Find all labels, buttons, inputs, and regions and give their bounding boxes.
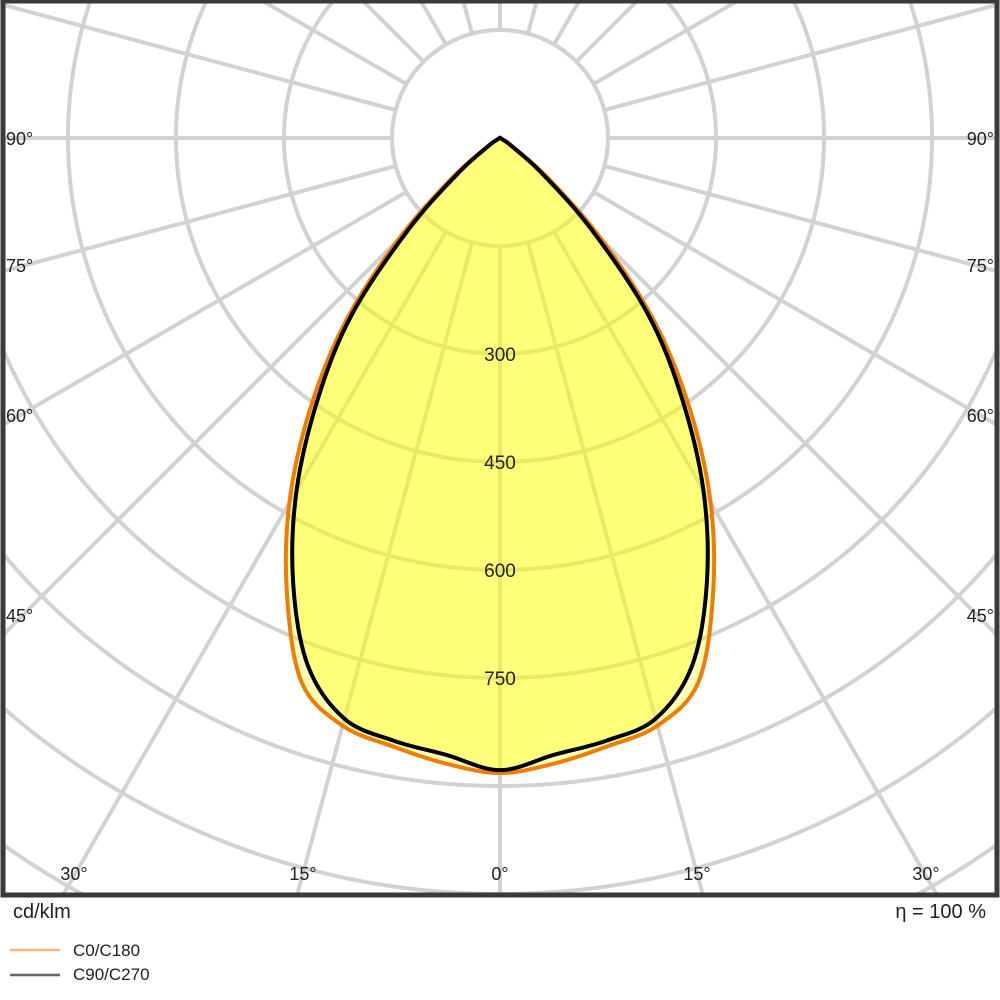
grid-radial-line <box>295 241 474 896</box>
area-c90-c270 <box>292 137 708 771</box>
angle-label-left: 45° <box>6 606 33 626</box>
radial-tick-labels: 300 450 600 750 <box>484 345 516 690</box>
grid-radial-line <box>603 164 997 273</box>
radial-tick-label: 600 <box>484 561 516 582</box>
angle-label-bottom: 30° <box>912 864 939 884</box>
grid-radial-line <box>574 0 638 64</box>
grid-radial-line <box>461 1 474 35</box>
legend: C0/C180 C90/C270 <box>10 941 150 984</box>
chart-frame <box>0 0 1000 898</box>
grid-ring <box>2 554 998 788</box>
grid-radial-line <box>362 0 426 64</box>
angle-label-bottom: 30° <box>60 864 87 884</box>
angle-label-right: 60° <box>967 406 994 426</box>
grid-radial-line <box>592 0 737 86</box>
series-line-c90-c270 <box>290 135 710 773</box>
angle-label-bottom: 0° <box>491 864 508 884</box>
grid-radial-line <box>3 164 397 273</box>
grid-radial-line <box>526 1 539 35</box>
grid-radial-line <box>552 0 581 46</box>
grid-ring <box>2 350 998 680</box>
grid-radial-line <box>419 1 448 46</box>
grid-radial-line <box>526 241 705 896</box>
unit-label: cd/klm <box>13 901 71 923</box>
grid-radial-line <box>574 212 998 636</box>
radial-tick-label: 300 <box>484 345 516 366</box>
legend-label-c0: C0/C180 <box>73 941 140 960</box>
curves <box>283 135 717 776</box>
efficiency-label: η = 100 % <box>895 901 986 923</box>
grid-ring <box>390 28 610 248</box>
grid-radial-line <box>263 0 408 86</box>
grid-radial-line <box>603 3 997 112</box>
angle-labels: 90° 90° 75° 75° 60° 60° 45° 45° 30° 15° 0° 15° 30° <box>6 129 994 884</box>
angle-label-bottom: 15° <box>683 864 710 884</box>
grid-radial-line <box>61 230 448 897</box>
angle-label-right: 90° <box>967 129 994 149</box>
grid-ring <box>3 844 84 897</box>
grid-radial-line <box>2 212 426 636</box>
grid-ring <box>174 1 826 464</box>
angle-label-left: 75° <box>6 256 33 276</box>
area-c0-c180 <box>285 137 715 774</box>
radial-tick-label: 750 <box>484 669 516 690</box>
grid-radial-line <box>3 190 408 427</box>
angle-label-right: 75° <box>967 256 994 276</box>
grid-ring <box>66 1 934 572</box>
angle-label-left: 60° <box>6 406 33 426</box>
angle-label-right: 45° <box>967 606 994 626</box>
legend-label-c90: C90/C270 <box>73 965 150 984</box>
grid-ring <box>282 0 718 356</box>
grid-radial-line <box>3 3 397 112</box>
radial-tick-label: 450 <box>484 453 516 474</box>
grid-radial-line <box>552 230 939 896</box>
grid-ring <box>916 844 997 897</box>
angle-label-left: 90° <box>6 129 33 149</box>
grid-radial-line <box>592 190 997 427</box>
angle-label-bottom: 15° <box>289 864 316 884</box>
